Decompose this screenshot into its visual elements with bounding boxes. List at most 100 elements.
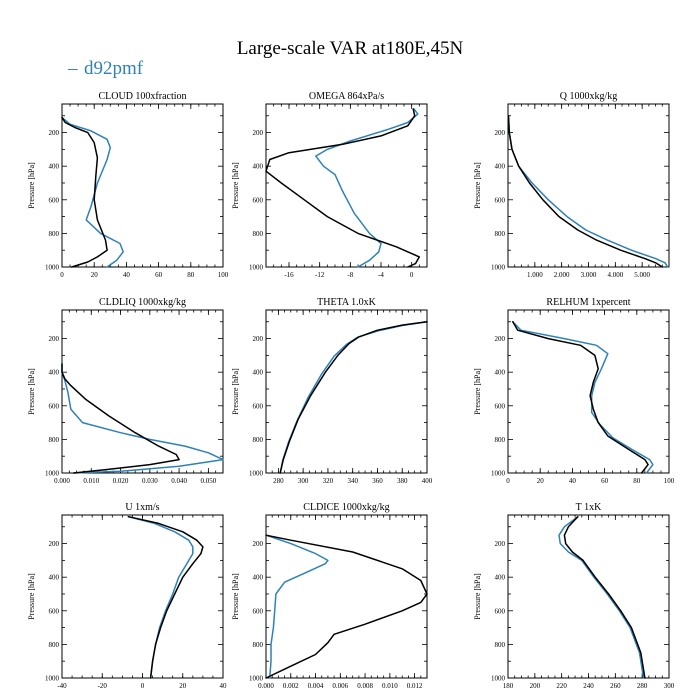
y-tick-label: 600: [49, 607, 60, 615]
x-tick-label: 0: [60, 271, 64, 279]
x-tick-label: 3.000: [581, 271, 597, 279]
x-tick-label: 400: [422, 477, 433, 485]
panel-1: OMEGA 864xPa/s Pressure [hPa] 200 400 600 800…: [231, 91, 428, 279]
x-tick-label: 0: [506, 477, 510, 485]
y-tick-label: 200: [49, 129, 60, 137]
series-d92pmf-line: [315, 108, 419, 268]
y-tick-label: 600: [495, 196, 506, 204]
y-tick-label: 800: [253, 230, 264, 238]
y-tick-label: 200: [495, 335, 506, 343]
y-tick-label: 1000: [45, 675, 60, 683]
y-tick-label: 1000: [249, 264, 264, 272]
y-tick-label: 200: [495, 129, 506, 137]
y-tick-label: 800: [253, 641, 264, 649]
series-reference-line: [127, 515, 204, 679]
panel-title: THETA 1.0xK: [317, 297, 376, 308]
y-axis-label: Pressure [hPa]: [473, 573, 482, 620]
y-axis-label: Pressure [hPa]: [473, 368, 482, 415]
series-reference-line: [279, 321, 428, 474]
series-reference-line: [61, 363, 180, 474]
x-tick-label: 0.030: [142, 477, 158, 485]
x-tick-label: 0.012: [407, 682, 423, 690]
panel-title: CLOUD 100xfraction: [98, 91, 186, 102]
x-tick-label: 100: [218, 271, 229, 279]
y-tick-label: 1000: [45, 264, 60, 272]
y-axis-label: Pressure [hPa]: [27, 162, 36, 209]
y-tick-label: 400: [49, 574, 60, 582]
x-tick-label: 340: [347, 477, 358, 485]
y-tick-label: 800: [49, 436, 60, 444]
x-tick-label: 300: [664, 682, 675, 690]
y-tick-label: 400: [49, 369, 60, 377]
y-tick-label: 600: [253, 196, 264, 204]
y-axis-label: Pressure [hPa]: [231, 368, 240, 415]
x-tick-label: -8: [347, 271, 353, 279]
x-tick-label: 1.000: [527, 271, 543, 279]
figure-title: Large-scale VAR at180E,45N: [237, 38, 464, 59]
panel-title: RELHUM 1xpercent: [546, 297, 630, 308]
y-tick-label: 200: [49, 335, 60, 343]
y-axis-label: Pressure [hPa]: [473, 162, 482, 209]
panel-7: CLDICE 1000xkg/kg Pressure [hPa] 200 400 600…: [231, 502, 428, 690]
y-tick-label: 1000: [491, 675, 506, 683]
x-tick-label: 200: [530, 682, 541, 690]
series-reference-line: [563, 515, 646, 679]
y-tick-label: 200: [253, 129, 264, 137]
x-tick-label: 60: [601, 477, 609, 485]
x-tick-label: -16: [284, 271, 294, 279]
x-tick-label: 180: [503, 682, 514, 690]
y-tick-label: 400: [495, 574, 506, 582]
y-tick-label: 600: [253, 402, 264, 410]
x-tick-label: 4.000: [607, 271, 623, 279]
series-reference-line: [507, 115, 664, 268]
y-tick-label: 800: [49, 230, 60, 238]
x-tick-label: 0.000: [54, 477, 70, 485]
y-tick-label: 600: [495, 402, 506, 410]
series-d92pmf-line: [507, 115, 669, 268]
series-d92pmf-line: [127, 515, 194, 679]
y-tick-label: 800: [253, 436, 264, 444]
x-tick-label: 280: [637, 682, 648, 690]
x-tick-label: -4: [378, 271, 384, 279]
y-axis-label: Pressure [hPa]: [231, 162, 240, 209]
x-tick-label: 100: [664, 477, 675, 485]
x-tick-label: 0.006: [332, 682, 348, 690]
y-tick-label: 400: [253, 574, 264, 582]
series-d92pmf-line: [279, 321, 428, 474]
plot-frame: [507, 514, 670, 679]
legend-label: d92pmf: [84, 58, 144, 79]
x-tick-label: 0.000: [258, 682, 274, 690]
x-tick-label: 0.010: [382, 682, 398, 690]
panel-title: CLDLIQ 1000xkg/kg: [99, 297, 186, 308]
panel-title: OMEGA 864xPa/s: [309, 91, 384, 102]
y-tick-label: 1000: [491, 264, 506, 272]
x-tick-label: 60: [155, 271, 163, 279]
x-tick-label: -12: [315, 271, 325, 279]
y-axis-label: Pressure [hPa]: [27, 573, 36, 620]
y-tick-label: 800: [49, 641, 60, 649]
x-tick-label: 360: [372, 477, 383, 485]
x-tick-label: 0.008: [357, 682, 373, 690]
plot-frame: [265, 103, 428, 268]
x-tick-label: 0.002: [283, 682, 299, 690]
x-tick-label: 220: [556, 682, 567, 690]
x-tick-label: 0.050: [200, 477, 216, 485]
y-tick-label: 400: [253, 163, 264, 171]
series-reference-line: [61, 116, 108, 268]
y-tick-label: 800: [495, 641, 506, 649]
y-tick-label: 600: [49, 196, 60, 204]
x-tick-label: 5.000: [634, 271, 650, 279]
y-tick-label: 400: [495, 369, 506, 377]
y-tick-label: 600: [49, 402, 60, 410]
series-reference-line: [265, 108, 421, 268]
x-tick-label: 80: [633, 477, 641, 485]
plot-frame: [265, 309, 428, 474]
x-tick-label: 20: [91, 271, 99, 279]
x-tick-label: 0.004: [308, 682, 324, 690]
panel-4: THETA 1.0xK Pressure [hPa] 200 400 600 800 100…: [231, 297, 433, 485]
panel-title: U 1xm/s: [125, 502, 159, 513]
